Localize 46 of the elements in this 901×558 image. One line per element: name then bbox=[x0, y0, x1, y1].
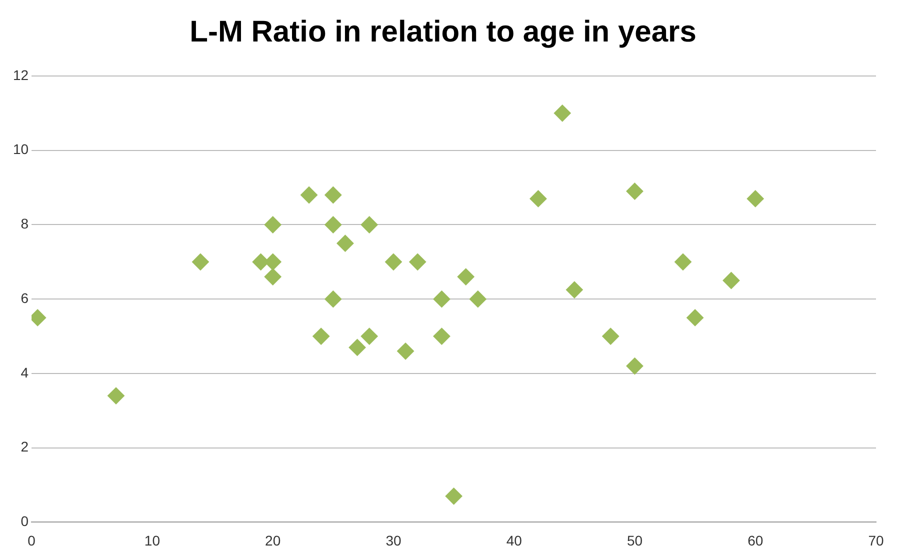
x-tick-label: 60 bbox=[748, 532, 764, 548]
y-tick-label: 6 bbox=[20, 290, 29, 306]
y-tick-label: 10 bbox=[12, 141, 29, 158]
point bbox=[360, 328, 378, 345]
point bbox=[602, 328, 620, 345]
point bbox=[324, 290, 342, 308]
point bbox=[626, 182, 644, 200]
y-tick-label: 12 bbox=[12, 66, 29, 83]
point bbox=[324, 216, 342, 234]
y-tick-label: 2 bbox=[20, 438, 29, 455]
x-tick-label: 40 bbox=[506, 532, 522, 548]
point bbox=[192, 253, 209, 270]
point bbox=[626, 358, 644, 375]
y-tick-label: 0 bbox=[20, 513, 29, 530]
point bbox=[433, 290, 450, 308]
point bbox=[469, 290, 486, 308]
y-tick-label: 4 bbox=[20, 364, 29, 380]
x-tick-label: 70 bbox=[868, 532, 884, 548]
chart-title: L-M Ratio in relation to age in years bbox=[190, 15, 696, 48]
point bbox=[457, 268, 474, 286]
point bbox=[530, 190, 547, 208]
point bbox=[686, 309, 704, 326]
point bbox=[674, 253, 692, 270]
point bbox=[409, 253, 426, 270]
x-tick-label: 10 bbox=[144, 532, 160, 548]
point bbox=[324, 186, 342, 204]
point bbox=[433, 328, 450, 345]
x-tick-label: 50 bbox=[626, 532, 643, 548]
point bbox=[108, 387, 125, 404]
point bbox=[746, 190, 764, 208]
point bbox=[566, 281, 583, 298]
point bbox=[300, 186, 318, 204]
point bbox=[397, 342, 414, 360]
point bbox=[264, 268, 282, 286]
x-tick-label: 20 bbox=[265, 532, 281, 548]
point bbox=[554, 104, 571, 122]
point bbox=[445, 488, 462, 505]
point bbox=[348, 338, 366, 356]
point bbox=[722, 272, 740, 290]
point bbox=[384, 253, 402, 270]
x-tick-label: 30 bbox=[386, 532, 402, 548]
point bbox=[264, 216, 282, 234]
point bbox=[336, 234, 354, 252]
point bbox=[360, 216, 378, 234]
y-tick-label: 8 bbox=[20, 216, 29, 232]
point bbox=[312, 328, 330, 345]
